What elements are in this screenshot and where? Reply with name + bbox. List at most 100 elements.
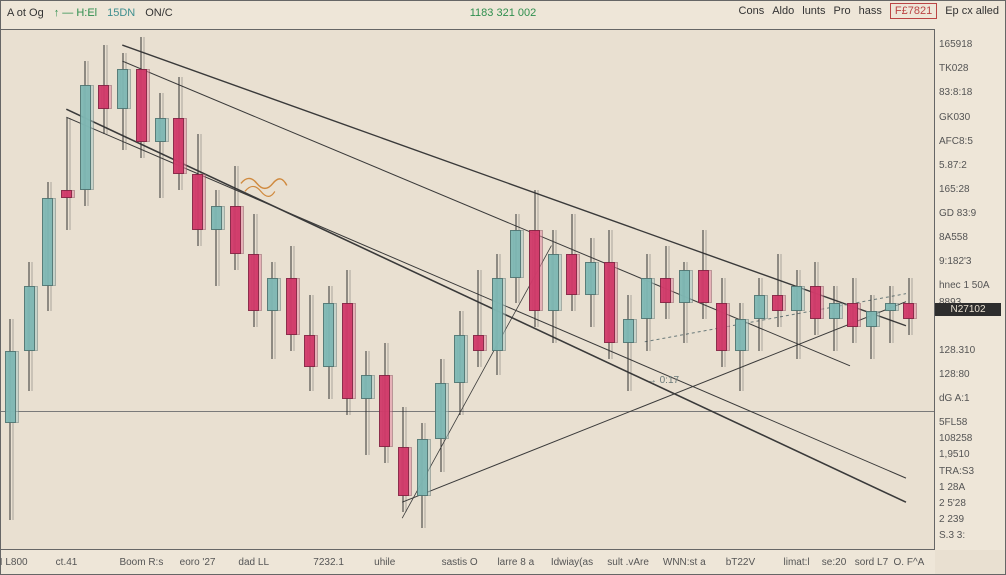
candle (604, 29, 615, 550)
candle (847, 29, 858, 550)
candle (772, 29, 783, 550)
x-tick: O. F^A (894, 557, 925, 568)
y-tick: 108258 (939, 433, 972, 444)
candle (267, 29, 278, 550)
candle (435, 29, 446, 550)
x-tick: Boom R:s (119, 557, 163, 568)
candle (230, 29, 241, 550)
price-chart[interactable]: → 0:17 (1, 29, 935, 550)
y-tick: dG A:1 (939, 393, 970, 404)
candle (735, 29, 746, 550)
candle (155, 29, 166, 550)
symbol-arrow: ↑ — H:El (54, 7, 97, 19)
candle (42, 29, 53, 550)
candle (679, 29, 690, 550)
x-axis: AI L800ct.41Boom R:seoro '27dad LL7232.1… (1, 549, 935, 574)
candle (117, 29, 128, 550)
status-badge: F£7821 (890, 3, 937, 19)
candle (660, 29, 671, 550)
candle (754, 29, 765, 550)
y-tick: 165918 (939, 39, 972, 50)
menu-lunts[interactable]: lunts (802, 5, 825, 17)
x-tick: 7232.1 (313, 557, 344, 568)
candle (454, 29, 465, 550)
x-tick: dad LL (238, 557, 269, 568)
menu-pro[interactable]: Pro (834, 5, 851, 17)
x-tick: uhile (374, 557, 395, 568)
candle (492, 29, 503, 550)
x-tick: sord L7 (855, 557, 888, 568)
y-axis: 165918TK02883:8:18GK030AFC8:55.87:2165:2… (935, 29, 1005, 550)
candle (173, 29, 184, 550)
x-tick: WNN:st a (663, 557, 706, 568)
x-tick: bT22V (726, 557, 755, 568)
symbol-suffix: ON/C (145, 7, 173, 19)
top-toolbar: A ot Og ↑ — H:El 15DN ON/C 1183 321 002 … (1, 1, 1005, 30)
y-tick: GK030 (939, 112, 970, 123)
x-tick: sult .vAre (607, 557, 649, 568)
candle (248, 29, 259, 550)
candle (417, 29, 428, 550)
candle (585, 29, 596, 550)
symbol-code: 15DN (107, 7, 135, 19)
menu-aldo[interactable]: Aldo (772, 5, 794, 17)
top-center-cluster: 1183 321 002 (470, 7, 536, 19)
y-tick: 128.310 (939, 345, 975, 356)
y-tick: hnec 1 50A (939, 280, 990, 291)
candle (473, 29, 484, 550)
candle (623, 29, 634, 550)
y-tick: 165:28 (939, 184, 970, 195)
candle (136, 29, 147, 550)
y-tick: 128:80 (939, 369, 970, 380)
candle (304, 29, 315, 550)
candle (716, 29, 727, 550)
candle (5, 29, 16, 550)
x-tick: Idwiay(as (551, 557, 593, 568)
y-tick: 8A558 (939, 232, 968, 243)
candle (398, 29, 409, 550)
menu-ep[interactable]: Ep cx alled (945, 5, 999, 17)
candle (791, 29, 802, 550)
candle (510, 29, 521, 550)
candle (866, 29, 877, 550)
candle (548, 29, 559, 550)
top-left-cluster: A ot Og ↑ — H:El 15DN ON/C (7, 7, 173, 19)
x-tick: AI L800 (0, 557, 28, 568)
y-tick: 1,9510 (939, 449, 970, 460)
x-tick: se:20 (822, 557, 846, 568)
candle (361, 29, 372, 550)
price-tag: N27102 (935, 303, 1001, 316)
top-right-cluster: Cons Aldo lunts Pro hass F£7821 Ep cx al… (739, 3, 999, 19)
candle (829, 29, 840, 550)
x-tick: sastis O (442, 557, 478, 568)
y-tick: 9:182'3 (939, 256, 972, 267)
y-tick: TK028 (939, 63, 968, 74)
y-tick: 2 5'28 (939, 498, 966, 509)
y-tick: S.3 3: (939, 530, 965, 541)
candle (885, 29, 896, 550)
x-tick: limat:l (784, 557, 810, 568)
price-readout: 1183 321 002 (470, 7, 536, 19)
menu-hass[interactable]: hass (859, 5, 882, 17)
candle (379, 29, 390, 550)
candle (529, 29, 540, 550)
y-tick: 5FL58 (939, 417, 967, 428)
y-tick: GD 83:9 (939, 208, 976, 219)
y-tick: 2 239 (939, 514, 964, 525)
candle (98, 29, 109, 550)
candle (810, 29, 821, 550)
candle (211, 29, 222, 550)
x-tick: eoro '27 (180, 557, 216, 568)
y-tick: 1 28A (939, 482, 965, 493)
candle (286, 29, 297, 550)
x-tick: larre 8 a (497, 557, 534, 568)
candle (192, 29, 203, 550)
y-tick: 5.87:2 (939, 160, 967, 171)
candle (566, 29, 577, 550)
y-tick: 83:8:18 (939, 87, 972, 98)
symbol-label-1: A ot Og (7, 7, 44, 19)
candle (61, 29, 72, 550)
menu-cons[interactable]: Cons (739, 5, 765, 17)
candle (903, 29, 914, 550)
candle (24, 29, 35, 550)
